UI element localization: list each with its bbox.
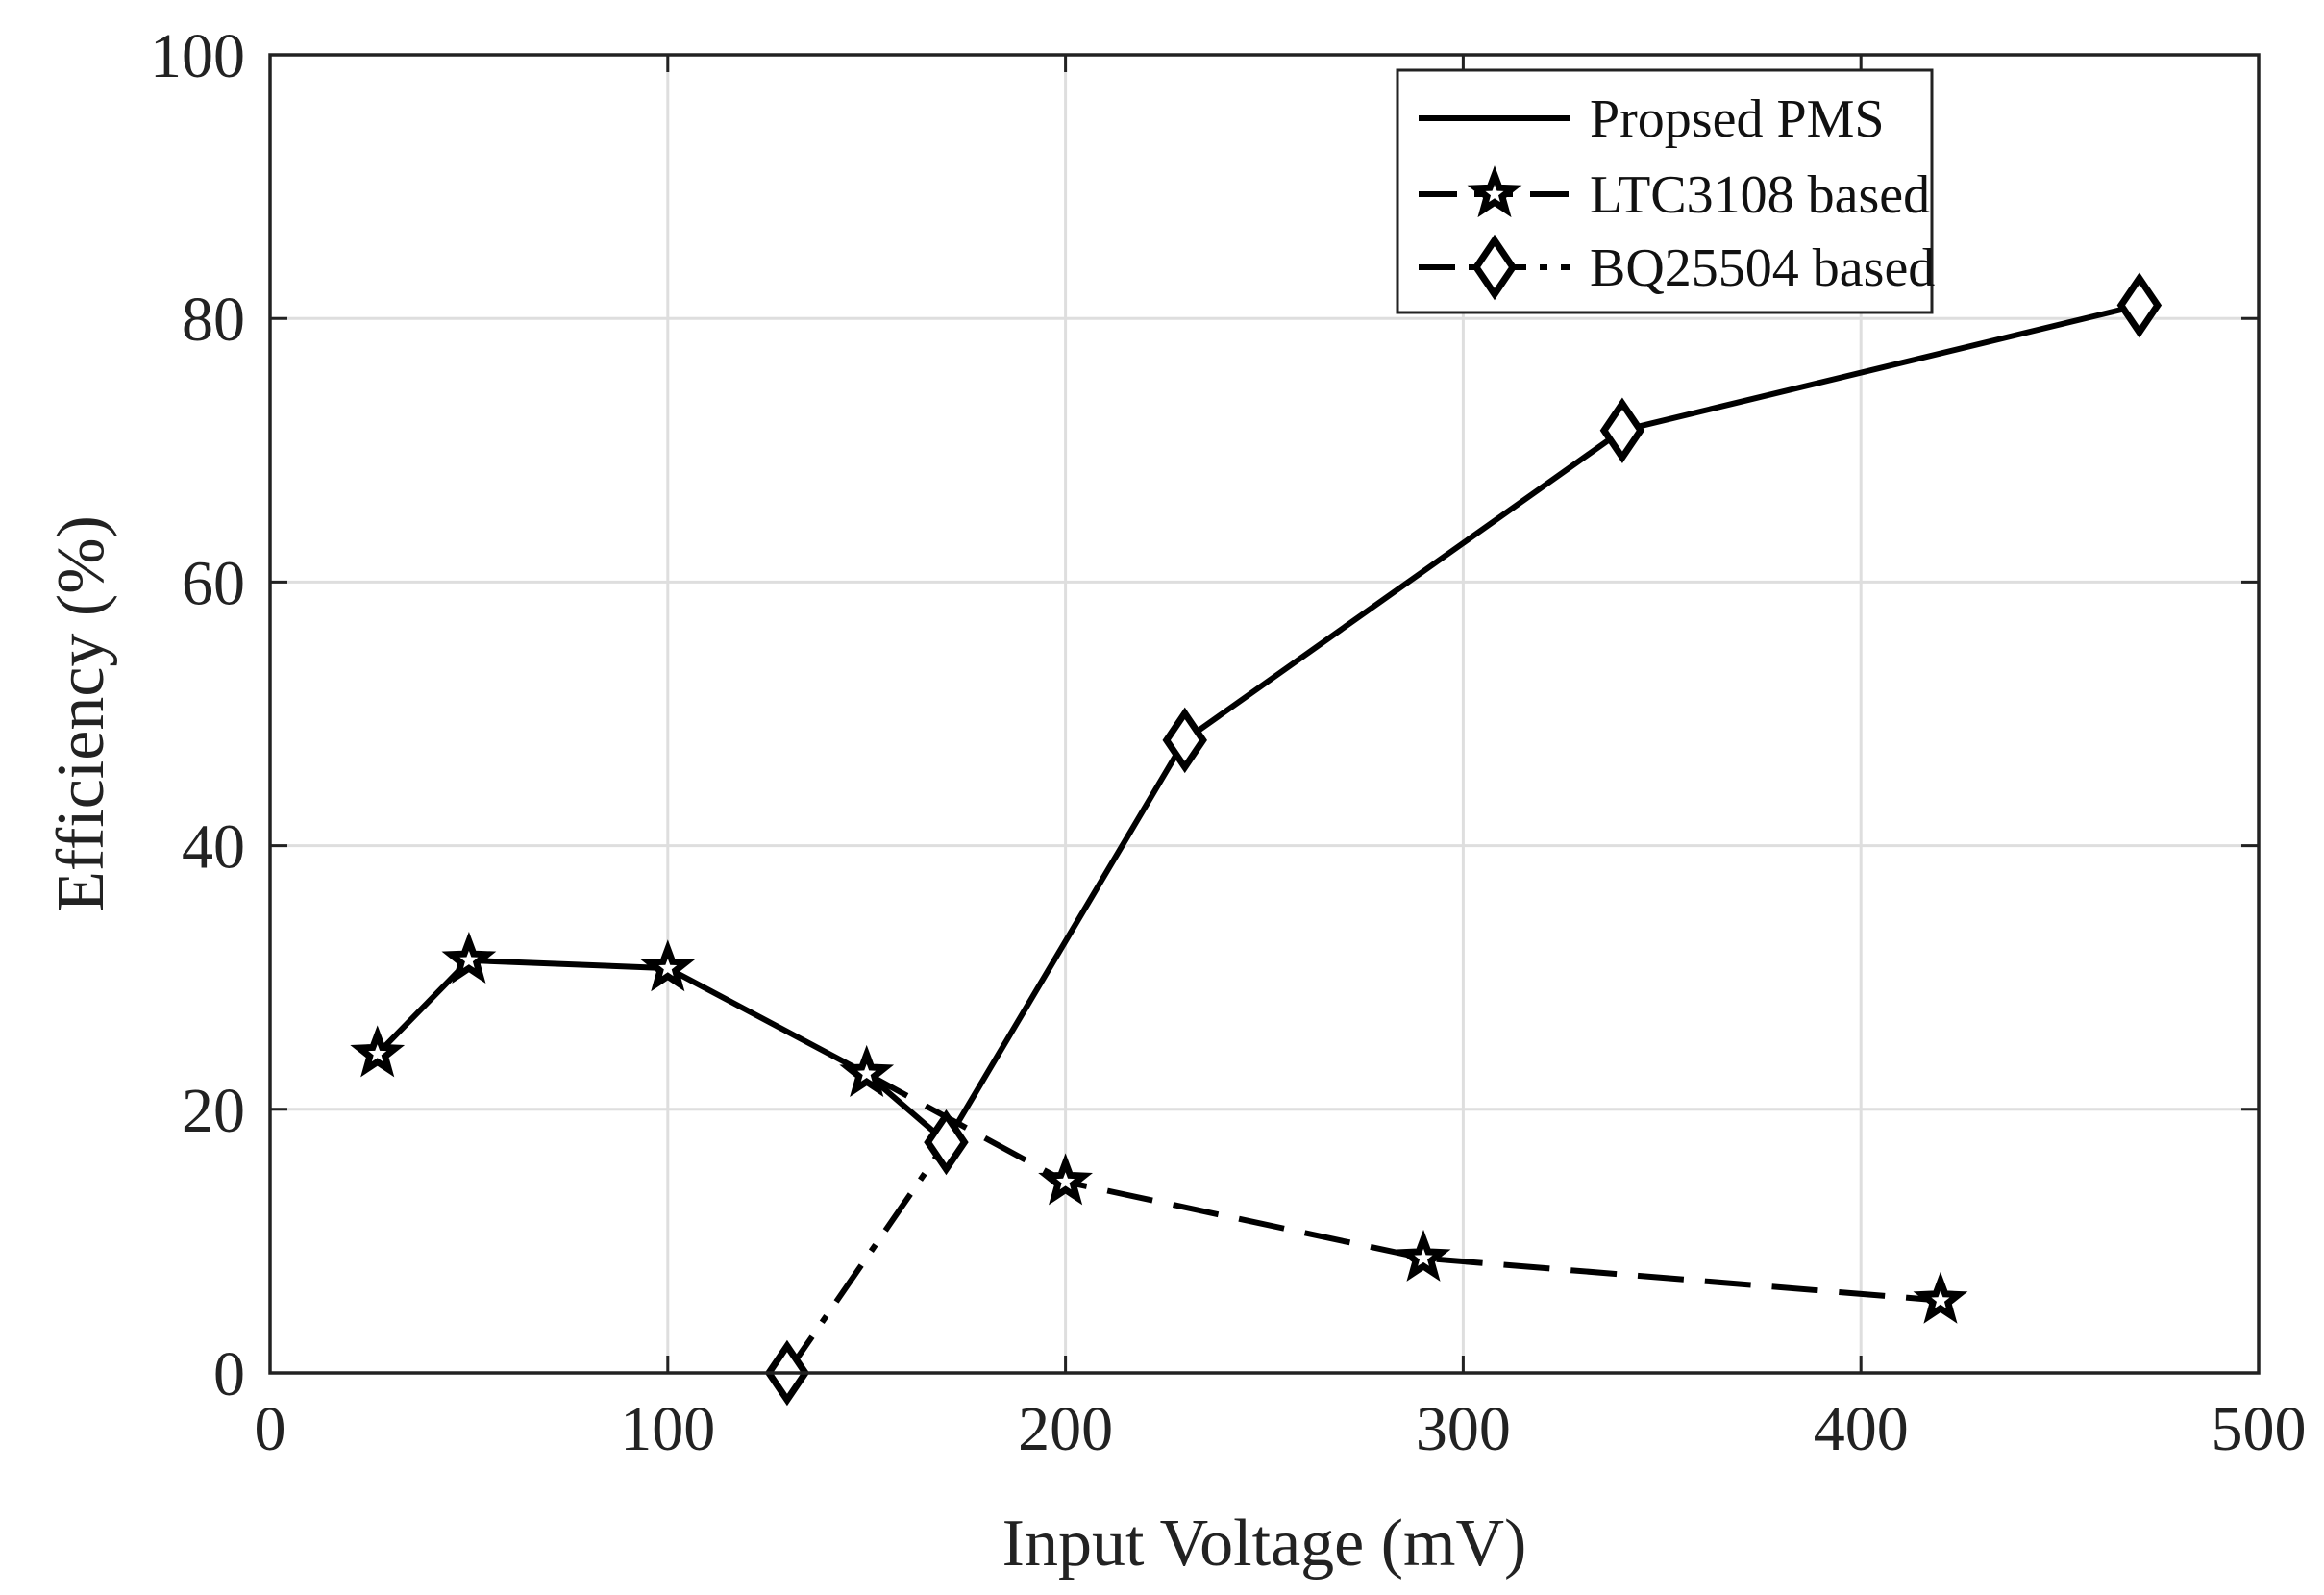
data-point-s1-8 bbox=[2116, 272, 2163, 338]
x-tick-label: 400 bbox=[1814, 1394, 1909, 1464]
data-point-s1-4-highlight bbox=[857, 1063, 877, 1082]
x-tick-label: 100 bbox=[620, 1394, 715, 1464]
series-line-2 bbox=[865, 1071, 1941, 1304]
y-tick-label: 80 bbox=[182, 285, 245, 355]
data-point-s2-1-highlight bbox=[1056, 1172, 1075, 1190]
x-tick-label: 300 bbox=[1416, 1394, 1511, 1464]
data-point-s2-2-highlight bbox=[1414, 1248, 1433, 1266]
data-point-s1-3-highlight bbox=[658, 959, 678, 977]
legend: Propsed PMS LTC3108 based BQ25504 based bbox=[1396, 68, 1935, 314]
data-point-s1-2-highlight bbox=[459, 950, 479, 968]
data-point-s1-5 bbox=[924, 1109, 969, 1176]
legend-entry-3: BQ25504 based bbox=[1419, 234, 1935, 301]
plot-area-frame bbox=[268, 53, 2261, 1375]
legend-label: Propsed PMS bbox=[1590, 89, 1885, 149]
y-tick-label: 0 bbox=[213, 1339, 245, 1409]
y-axis-label: Efficiency (%) bbox=[44, 515, 118, 912]
data-point-s2-3-highlight bbox=[1931, 1290, 1950, 1308]
y-tick-label: 100 bbox=[150, 21, 245, 91]
legend-label: BQ25504 based bbox=[1590, 238, 1935, 298]
series-line-1 bbox=[375, 302, 2140, 1146]
marker-layer bbox=[350, 272, 2163, 1407]
x-tick-label: 200 bbox=[1018, 1394, 1113, 1464]
y-tick-label: 60 bbox=[182, 548, 245, 618]
data-point-s1-1-highlight bbox=[368, 1044, 387, 1062]
legend-entry-1: Propsed PMS bbox=[1419, 89, 1885, 149]
y-tick-label: 20 bbox=[182, 1076, 245, 1146]
legend-entry-2: LTC3108 based bbox=[1419, 165, 1930, 225]
x-tick-label: 0 bbox=[255, 1394, 286, 1464]
series-layer bbox=[375, 302, 2140, 1375]
x-axis-label: Input Voltage (mV) bbox=[1002, 1507, 1527, 1581]
legend-marker-diamond bbox=[1471, 234, 1518, 301]
legend-entries: Propsed PMS LTC3108 based BQ25504 based bbox=[1419, 89, 1935, 301]
y-tick-label: 40 bbox=[182, 812, 245, 883]
x-tick-label: 500 bbox=[2212, 1394, 2307, 1464]
axis-ticks: 0 100 200 300 400 500 0 20 40 60 80 100 bbox=[150, 21, 2307, 1464]
legend-label: LTC3108 based bbox=[1590, 165, 1930, 225]
legend-marker-star-highlight bbox=[1485, 185, 1504, 203]
data-point-s1-7 bbox=[1599, 397, 1645, 463]
data-point-s1-6 bbox=[1162, 707, 1207, 774]
